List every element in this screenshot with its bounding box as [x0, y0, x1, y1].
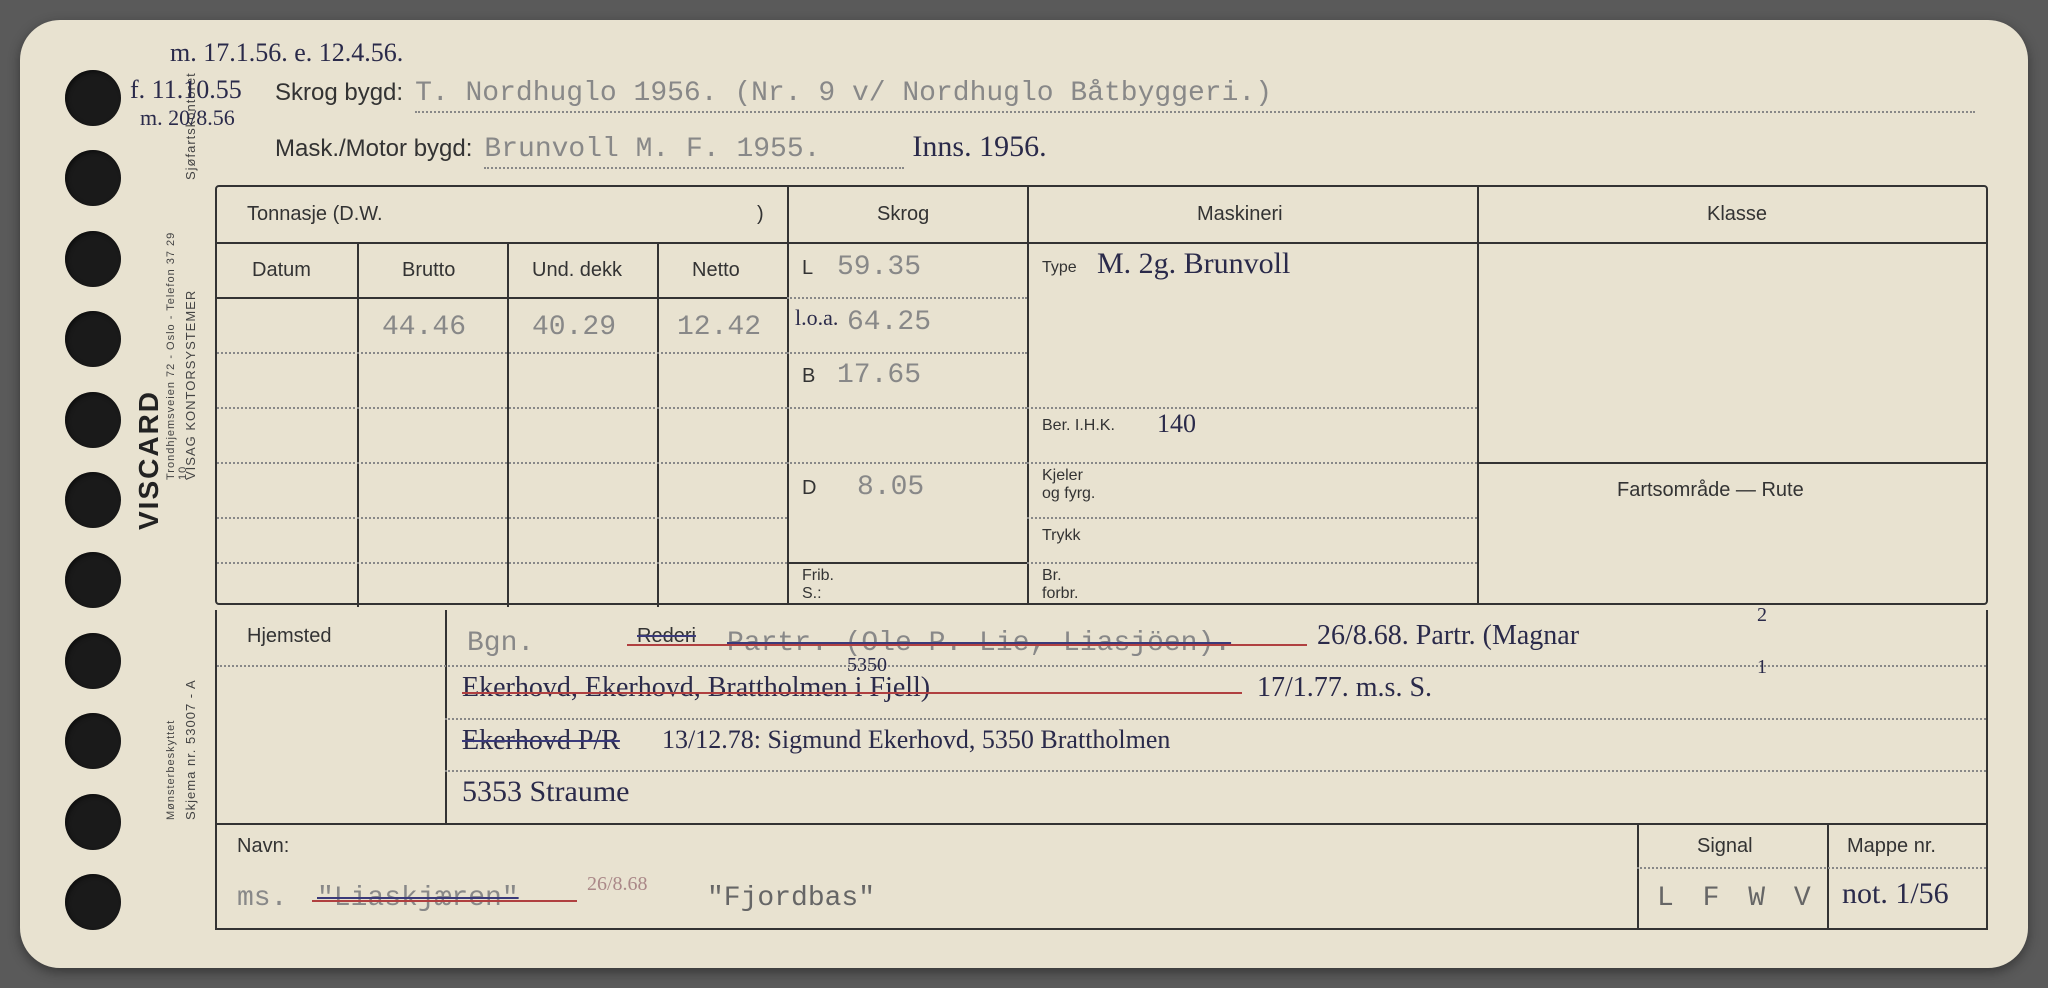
skrog-bygd-value: T. Nordhuglo 1956. (Nr. 9 v/ Nordhuglo B… [415, 78, 1975, 113]
skrog-frib-lbl: Frib. S.: [802, 567, 834, 603]
hjemsted-value: Bgn. [467, 628, 534, 659]
hole [65, 231, 121, 287]
hjemsted-label: Hjemsted [247, 625, 331, 648]
skrog-D-lbl: D [802, 477, 816, 500]
klasse-header: Klasse [1707, 203, 1767, 226]
mask-kjeler-lbl: Kjeler og fyrg. [1042, 467, 1095, 502]
hole [65, 472, 121, 528]
hole [65, 392, 121, 448]
mappe-label: Mappe nr. [1847, 835, 1936, 858]
motor-bygd-value: Brunvoll M. F. 1955. [484, 134, 904, 169]
navn-new: "Fjordbas" [707, 883, 875, 914]
val-unddekk: 40.29 [532, 312, 616, 343]
skrog-B-lbl: B [802, 365, 815, 388]
skrog-header: Skrog [877, 203, 929, 226]
skrog-B: 17.65 [837, 360, 921, 391]
val-brutto: 44.46 [382, 312, 466, 343]
skrog-L-lbl: L [802, 257, 813, 280]
content-area: Skrog bygd: T. Nordhuglo 1956. (Nr. 9 v/… [215, 50, 1988, 938]
side-skjema: Skjema nr. 53007 - A [183, 630, 198, 820]
rederi-sup1: 1 [1757, 656, 1767, 679]
hole [65, 70, 121, 126]
rederi-line3a: Ekerhovd P/R [462, 725, 620, 757]
rederi-line1b: 26/8.68. Partr. (Magnar [1317, 620, 1579, 652]
hole [65, 150, 121, 206]
hole [65, 874, 121, 930]
brand-viscard: VISCARD [133, 350, 165, 530]
navn-label: Navn: [237, 835, 289, 858]
skrog-loa: 64.25 [847, 307, 931, 338]
rederi-line3b: 13/12.78: Sigmund Ekerhovd, 5350 Brattho… [662, 725, 1170, 755]
skrog-loa-lbl: l.o.a. [795, 305, 838, 331]
signal-value: L F W V [1657, 883, 1817, 914]
hole [65, 552, 121, 608]
mask-br-lbl: Br. forbr. [1042, 567, 1078, 602]
mask-trykk-lbl: Trykk [1042, 527, 1081, 545]
navn-old: "Liaskjæren" [317, 883, 519, 914]
rederi-sup2: 2 [1757, 604, 1767, 627]
mappe-value: not. 1/56 [1842, 877, 1949, 911]
motor-bygd-hw: Inns. 1956. [912, 130, 1046, 164]
col-brutto: Brutto [402, 259, 455, 282]
punch-holes [65, 70, 125, 930]
navn-old-sup: 26/8.68 [587, 873, 648, 896]
val-netto: 12.42 [677, 312, 761, 343]
hole [65, 713, 121, 769]
col-datum: Datum [252, 259, 311, 282]
navn-ms: ms. [237, 883, 287, 914]
farts-lbl: Fartsområde — Rute [1617, 479, 1804, 502]
skrog-L: 59.35 [837, 252, 921, 283]
signal-label: Signal [1697, 835, 1753, 858]
side-print: Sjøfartskontoret VISAG KONTORSYSTEMER Tr… [135, 70, 205, 930]
rederi-line2b: 17/1.77. m.s. S. [1257, 672, 1432, 704]
hjemsted-grid: Hjemsted Bgn. Rederi Partr. (Ole P. Lie,… [215, 610, 1988, 825]
skrog-D: 8.05 [857, 472, 924, 503]
side-monster: Mønsterbeskyttet [165, 630, 177, 820]
main-grid: Tonnasje (D.W. ) Datum Brutto Und. dekk … [215, 185, 1988, 605]
maskineri-header: Maskineri [1197, 203, 1283, 226]
mask-type-lbl: Type [1042, 259, 1077, 277]
navn-grid: Navn: ms. "Liaskjæren" 26/8.68 "Fjordbas… [215, 825, 1988, 930]
motor-bygd-label: Mask./Motor bygd: [275, 135, 472, 163]
rederi-line4: 5353 Straume [462, 775, 629, 809]
skrog-bygd-label: Skrog bygd: [275, 79, 403, 107]
tonnage-header: Tonnasje (D.W. [247, 203, 383, 226]
side-addr: Trondhjemsveien 72 - Oslo - Telefon 37 2… [165, 230, 189, 480]
rederi-line2a-over: 5350 [847, 654, 887, 677]
mask-type: M. 2g. Brunvoll [1097, 247, 1290, 281]
mask-ihk: 140 [1157, 409, 1196, 439]
mask-ihk-lbl: Ber. I.H.K. [1042, 417, 1115, 435]
hole [65, 794, 121, 850]
hole [65, 311, 121, 367]
col-unddekk: Und. dekk [532, 259, 622, 282]
index-card: Sjøfartskontoret VISAG KONTORSYSTEMER Tr… [20, 20, 2028, 968]
hole [65, 633, 121, 689]
col-netto: Netto [692, 259, 740, 282]
tonnage-header-close: ) [757, 203, 764, 226]
